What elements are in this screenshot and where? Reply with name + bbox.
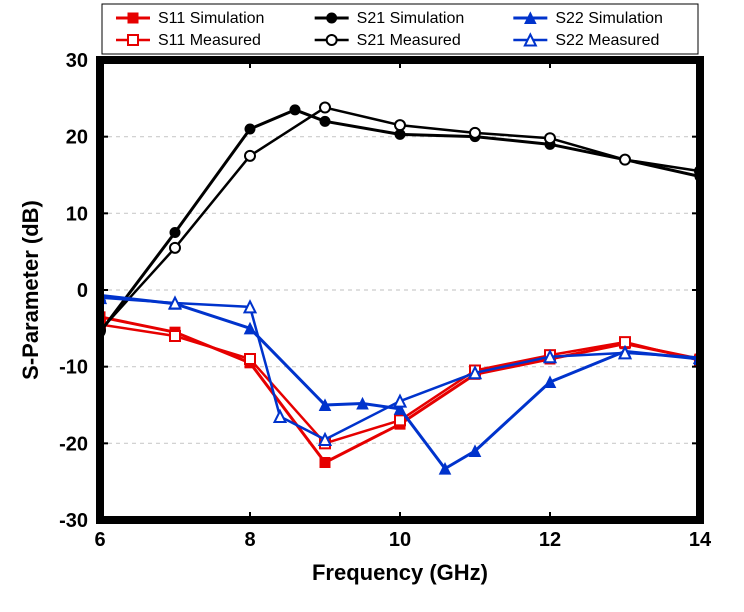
- chart-svg: 6 8 10 12 14 -30 -20 -10 0 10 20 30 Frequency (GHz) S…: [0, 0, 744, 612]
- legend-label-s22_meas: S22 Measured: [555, 32, 659, 49]
- x-tick-label: 10: [389, 529, 411, 551]
- legend-label-s11_meas: S11 Measured: [158, 32, 261, 49]
- y-tick-label: -30: [59, 510, 88, 532]
- y-tick-label: 20: [66, 127, 88, 149]
- y-tick-label: 30: [66, 50, 88, 72]
- s-parameter-chart: 6 8 10 12 14 -30 -20 -10 0 10 20 30 Frequency (GHz) S…: [0, 0, 744, 612]
- y-axis-label: S-Parameter (dB): [18, 200, 43, 380]
- legend-label-s22_sim: S22 Simulation: [555, 10, 663, 27]
- y-tick-label: 0: [77, 280, 88, 302]
- y-tick-label: 10: [66, 203, 88, 225]
- legend-label-s21_meas: S21 Measured: [357, 32, 461, 49]
- legend-label-s21_sim: S21 Simulation: [357, 10, 465, 27]
- x-tick-label: 12: [539, 529, 561, 551]
- y-tick-label: -20: [59, 433, 88, 455]
- y-tick-label: -10: [59, 357, 88, 379]
- x-tick-label: 14: [689, 529, 712, 551]
- x-axis-label: Frequency (GHz): [312, 560, 488, 585]
- x-tick-label: 6: [94, 529, 105, 551]
- x-tick-label: 8: [244, 529, 255, 551]
- legend-label-s11_sim: S11 Simulation: [158, 10, 264, 27]
